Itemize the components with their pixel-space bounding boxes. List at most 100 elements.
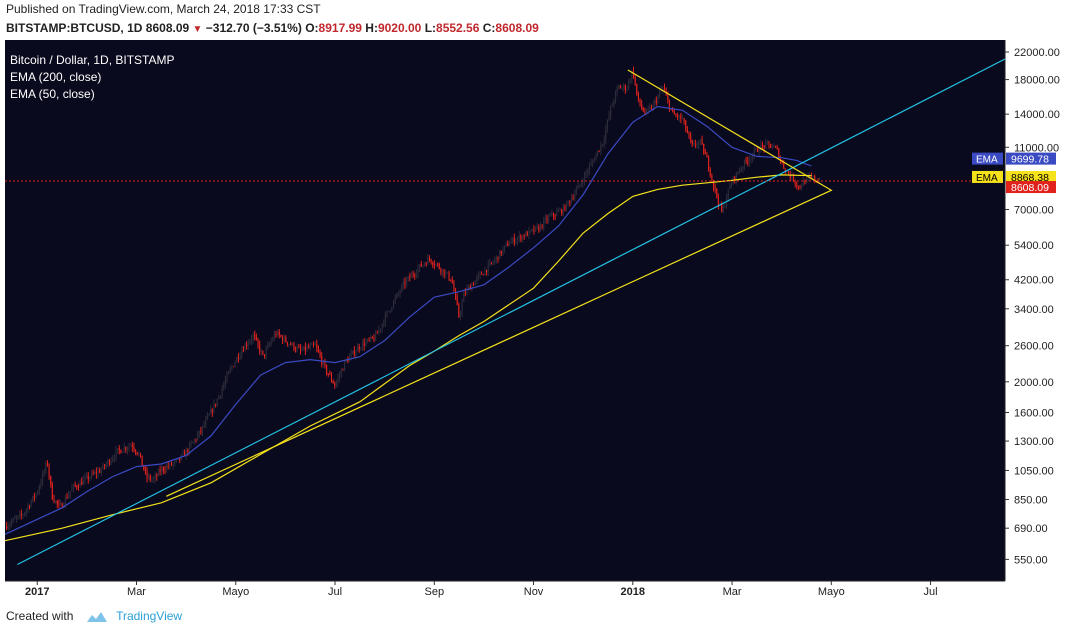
y-tick-label: 2000.00 <box>1014 377 1054 389</box>
candle-bull <box>218 395 220 400</box>
candle-bull <box>575 188 577 194</box>
price-chart[interactable]: 22000.00 18000.00 14000.00 11000.00 7000.00 5… <box>0 40 1069 606</box>
candle-bear <box>363 342 365 346</box>
candle-bull <box>69 491 71 495</box>
candle-bear <box>33 495 35 498</box>
candle-bull <box>724 206 726 207</box>
candle-bull <box>392 300 395 308</box>
candle-bull <box>277 331 279 336</box>
candle-bull <box>102 464 104 470</box>
candle-bull <box>773 146 775 148</box>
candle-bull <box>494 259 496 263</box>
candle-bull <box>157 470 160 477</box>
candle-bear <box>317 348 320 353</box>
tradingview-link[interactable]: TradingView <box>116 609 183 623</box>
candle-bull <box>229 368 231 372</box>
candle-bull <box>765 142 767 149</box>
candle-bear <box>53 499 55 503</box>
candle-bull <box>737 172 739 174</box>
candle-bull <box>41 473 44 483</box>
candle-bull <box>24 512 26 515</box>
candle-bull <box>177 457 179 461</box>
trend-line[interactable] <box>17 58 1006 566</box>
candle-bull <box>182 452 184 455</box>
candle-bear <box>598 150 600 152</box>
candle-bull <box>461 301 463 314</box>
candle-bull <box>360 348 362 350</box>
candle-bull <box>224 380 226 385</box>
candle-bear <box>437 263 439 265</box>
price-axis[interactable] <box>1005 40 1069 606</box>
candle-bull <box>22 514 24 516</box>
plot-area[interactable] <box>5 40 1005 581</box>
candle-bull <box>97 470 99 474</box>
candle-bull <box>417 268 419 274</box>
candle-bull <box>17 515 19 518</box>
candle-bull <box>226 374 228 381</box>
candle-bear <box>281 336 284 342</box>
candle-bull <box>502 248 504 254</box>
candle-bull <box>758 150 760 152</box>
candle-bull <box>791 174 793 178</box>
candle-bull <box>614 91 617 101</box>
candle-bear <box>299 347 302 351</box>
candle-bear <box>768 142 770 144</box>
candle-bull <box>386 311 388 315</box>
candle-bull <box>652 103 654 110</box>
candle-bull <box>463 292 465 302</box>
candle-bear <box>28 505 31 507</box>
candle-bear <box>324 361 326 366</box>
price-label-box <box>1006 181 1056 194</box>
candle-bear <box>263 354 266 356</box>
candle-bull <box>365 341 367 346</box>
candle-bear <box>404 281 406 285</box>
candle-bull <box>696 144 698 146</box>
candle-bull <box>208 414 210 416</box>
candle-bear <box>450 279 452 281</box>
triangle-pattern[interactable] <box>166 69 833 497</box>
candle-bull <box>239 355 241 359</box>
candle-bull <box>322 361 324 365</box>
candle-bear <box>490 262 493 264</box>
candle-bull <box>477 274 479 278</box>
candle-bear <box>714 186 716 189</box>
candle-bull <box>197 434 199 440</box>
candle-bull <box>151 479 153 481</box>
x-tick-label: Jul <box>924 586 938 598</box>
candle-bear <box>686 129 688 133</box>
candle-bull <box>27 505 29 510</box>
candle-bull <box>89 477 91 480</box>
candle-bear <box>131 445 133 448</box>
candle-bear <box>162 467 164 471</box>
candle-bull <box>388 310 390 312</box>
candle-bear <box>747 160 749 163</box>
ema200-line <box>4 174 812 542</box>
candle-bull <box>580 183 582 185</box>
candle-bull <box>487 263 489 273</box>
candle-bull <box>216 399 218 406</box>
candle-bull <box>309 345 311 348</box>
candle-bull <box>699 139 702 142</box>
candle-bear <box>456 296 458 305</box>
candle-bull <box>100 469 102 473</box>
candle-bear <box>717 196 719 205</box>
candle-bull <box>423 263 426 265</box>
candle-bull <box>698 141 700 145</box>
candle-bull <box>626 88 628 91</box>
candle-bear <box>572 198 574 199</box>
candle-bear <box>533 228 535 232</box>
candle-bear <box>774 146 777 148</box>
candle-bull <box>43 470 45 474</box>
candle-bear <box>144 469 146 472</box>
time-axis[interactable] <box>5 581 1005 606</box>
candle-bull <box>210 409 212 415</box>
candle-bear <box>50 475 52 484</box>
candle-bull <box>748 159 750 163</box>
candle-bear <box>179 457 181 460</box>
candle-bull <box>121 451 124 454</box>
price-label-box <box>1006 152 1056 165</box>
candle-bull <box>94 472 96 474</box>
candle-bull <box>543 219 545 228</box>
candle-bear <box>472 284 475 286</box>
